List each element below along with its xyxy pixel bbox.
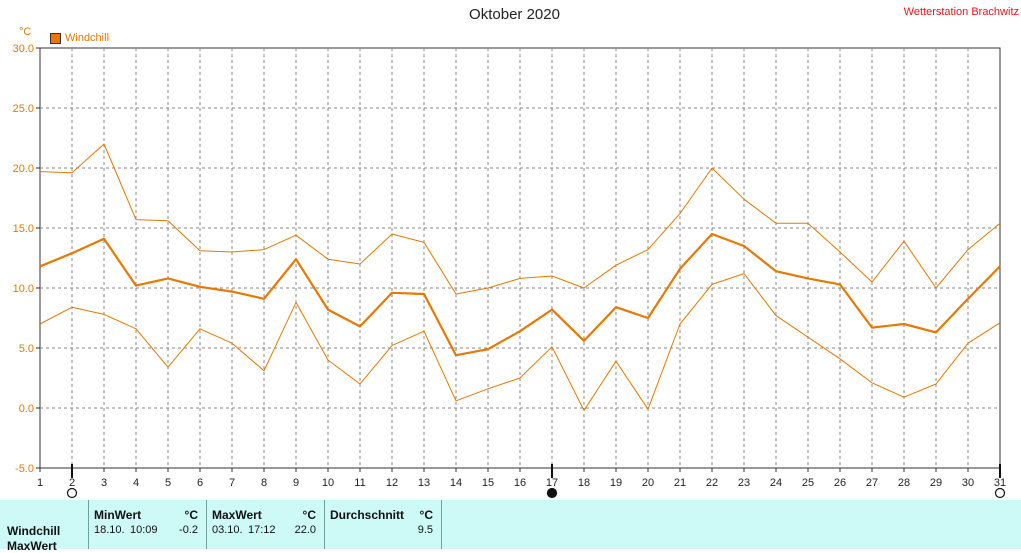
y-tick-label: 5.0: [19, 343, 34, 355]
max-date: 03.10.: [212, 524, 243, 536]
y-tick-label: -5.0: [15, 463, 34, 475]
max-value: 22.0: [294, 524, 316, 536]
stats-table: Windchill MaxWert MinWert °C 18.10. 10:0…: [0, 500, 1021, 553]
max-header: MaxWert: [212, 508, 262, 522]
y-axis-ticks: 30.0 25.0 20.0 15.0 10.0 5.0 0.0 -5.0: [13, 43, 40, 475]
x-tick-label: 17: [546, 477, 558, 489]
avg-unit: °C: [419, 508, 433, 522]
x-tick-label: 8: [261, 477, 267, 489]
max-cell: MaxWert °C 03.10. 17:12 22.0: [207, 500, 325, 549]
x-tick-label: 28: [898, 477, 910, 489]
avg-value: 9.5: [417, 524, 433, 536]
series-line-lower: [39, 273, 1001, 411]
x-tick-label: 22: [706, 477, 718, 489]
min-date: 18.10.: [94, 524, 125, 536]
legend-label: Windchill: [65, 32, 110, 44]
y-tick-label: 15.0: [13, 223, 34, 235]
row-label-cell: Windchill MaxWert: [0, 500, 89, 553]
y-tick-label: 25.0: [13, 103, 34, 115]
x-tick-label: 21: [674, 477, 686, 489]
x-tick-label: 23: [738, 477, 750, 489]
x-tick-label: 6: [197, 477, 203, 489]
avg-header: Durchschnitt: [330, 508, 405, 522]
x-tick-label: 19: [610, 477, 622, 489]
min-cell: MinWert °C 18.10. 10:09 -0.2: [89, 500, 207, 549]
x-tick-label: 9: [293, 477, 299, 489]
x-tick-label: 24: [770, 477, 782, 489]
y-tick-label: 20.0: [13, 163, 34, 175]
avg-cell: Durchschnitt °C 9.5: [325, 500, 442, 549]
x-axis-ticks: 1 2 3 4 5 6 7 8 9 10 11 12 13 14 15 16 17 18 19 20 21 22 23 24 2…: [37, 468, 1006, 489]
row-label: Windchill: [7, 524, 61, 538]
x-tick-label: 1: [37, 477, 43, 489]
legend-swatch: [50, 32, 61, 44]
min-time: 10:09: [130, 524, 158, 536]
row-label-second: MaxWert: [7, 539, 57, 553]
open-circle-marker: [994, 487, 1006, 499]
x-tick-label: 12: [386, 477, 398, 489]
chart-title: Oktober 2020: [469, 6, 560, 23]
station-name: Wetterstation Brachwitz: [903, 6, 1019, 18]
open-circle-marker: [66, 487, 78, 499]
x-tick-label: 30: [962, 477, 974, 489]
x-tick-label: 26: [834, 477, 846, 489]
max-time: 17:12: [248, 524, 276, 536]
x-tick-label: 10: [322, 477, 334, 489]
x-tick-label: 4: [133, 477, 139, 489]
x-tick-label: 3: [101, 477, 107, 489]
x-tick-label: 14: [450, 477, 462, 489]
x-tick-label: 15: [482, 477, 494, 489]
x-tick-label: 2: [69, 477, 75, 489]
filled-circle-marker: [546, 487, 558, 499]
min-unit: °C: [184, 508, 198, 522]
max-unit: °C: [302, 508, 316, 522]
day-markers: [66, 464, 1006, 499]
x-tick-label: 29: [930, 477, 942, 489]
x-tick-label: 5: [165, 477, 171, 489]
y-tick-label: 30.0: [13, 43, 34, 55]
x-tick-label: 27: [866, 477, 878, 489]
x-tick-label: 31: [994, 477, 1006, 489]
series-line-windchill: [39, 232, 1001, 357]
series-lines: [39, 143, 1001, 411]
x-tick-label: 11: [354, 477, 365, 489]
series-line-upper: [39, 143, 1001, 295]
x-tick-label: 18: [578, 477, 590, 489]
x-tick-label: 7: [229, 477, 235, 489]
min-header: MinWert: [94, 508, 142, 522]
grid-lines: [40, 48, 1000, 468]
x-tick-label: 16: [514, 477, 526, 489]
y-axis-unit: °C: [19, 26, 32, 38]
legend: Windchill: [50, 32, 109, 44]
y-tick-label: 10.0: [13, 283, 34, 295]
x-tick-label: 25: [802, 477, 814, 489]
x-tick-label: 13: [418, 477, 430, 489]
x-tick-label: 20: [642, 477, 654, 489]
y-tick-label: 0.0: [19, 403, 34, 415]
min-value: -0.2: [179, 524, 198, 536]
